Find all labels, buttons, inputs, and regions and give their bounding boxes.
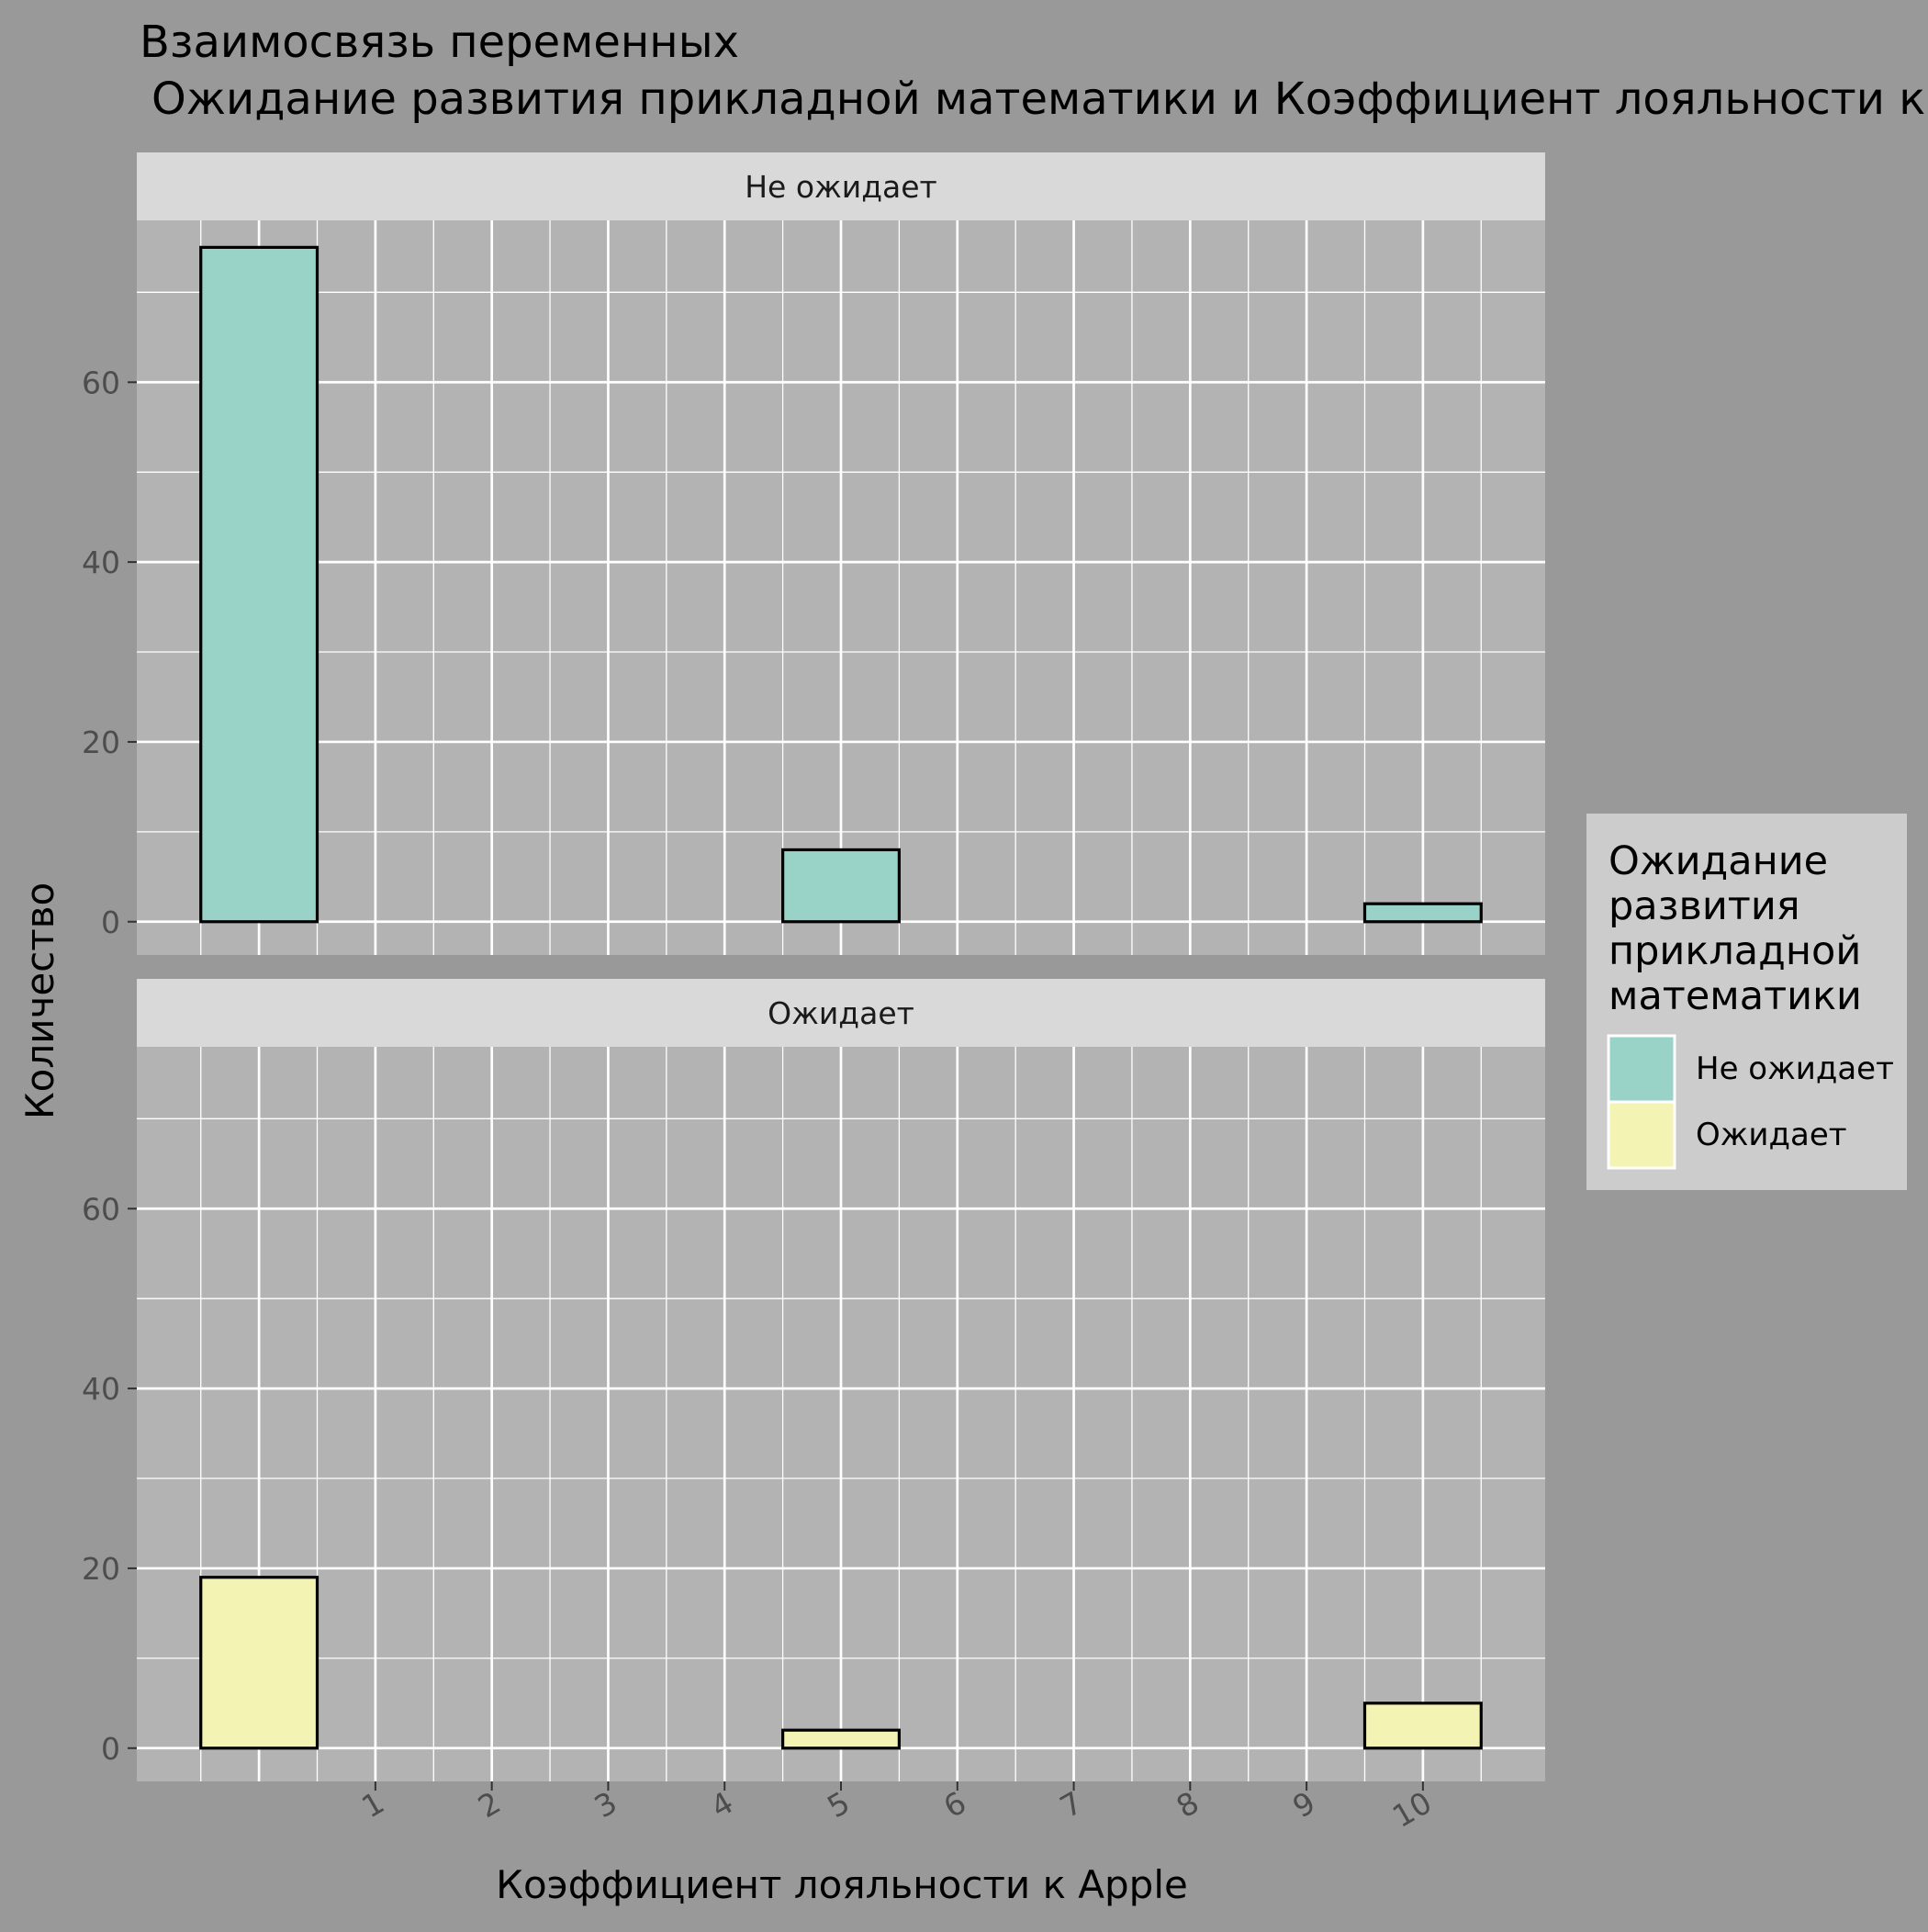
histogram-bar [199,245,319,924]
chart-subtitle: Ожидание развития прикладной математики … [151,73,1928,125]
legend-title-line: развития [1609,883,1800,929]
facet-strip [137,152,1545,220]
legend-item-label: Не ожидает [1696,1050,1894,1087]
facet-panels: Не ожидает 0 20 40 60 Ожидает 0 20 40 60 [82,152,1545,1781]
histogram-bar [199,1576,319,1750]
y-tick-label: 40 [82,545,120,580]
histogram-bar [1362,902,1483,924]
y-tick-label: 40 [82,1371,120,1407]
histogram-bar [781,848,901,924]
y-tick-label: 20 [82,724,120,760]
facet-strip-label: Не ожидает [745,169,937,205]
y-tick-label: 60 [82,1191,120,1227]
legend-item-label: Ожидает [1696,1117,1847,1153]
facet-strip-label: Ожидает [768,995,914,1031]
legend-key-swatch [1607,1100,1676,1170]
y-tick-label: 0 [101,1731,120,1767]
y-tick-label: 20 [82,1551,120,1587]
facet-panel-1: Не ожидает 0 20 40 60 [82,152,1545,955]
y-tick-label: 60 [82,365,120,400]
legend-title-line: прикладной [1609,928,1861,974]
facet-panel-2: Ожидает 0 20 40 60 [82,979,1545,1781]
chart-title: Взаимосвязь переменных [140,17,739,68]
y-axis-title: Количество [17,882,62,1119]
legend-key-swatch [1607,1034,1676,1104]
facet-strip [137,979,1545,1047]
y-tick-label: 0 [101,904,120,940]
histogram-bar [1362,1702,1483,1750]
histogram-bar [781,1728,901,1750]
x-axis-title: Коэффициент лояльности к Apple [496,1862,1188,1907]
legend-title-line: математики [1609,973,1862,1019]
legend-title-line: Ожидание [1609,838,1828,884]
